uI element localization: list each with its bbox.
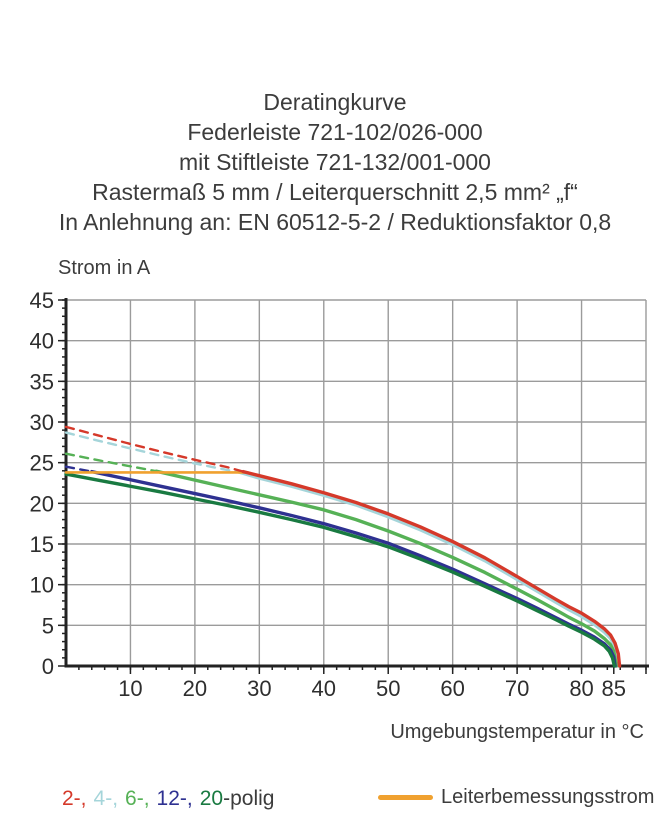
legend-poles-suffix: -polig (223, 787, 275, 810)
rated-current-label: Leiterbemessungsstrom (441, 786, 655, 808)
derating-chart: 10 20 30 40 50 60 70 80 85 0 5 10 15 20 25 30 35 40 45 (30, 288, 649, 701)
svg-text:10: 10 (30, 573, 54, 598)
svg-text:45: 45 (30, 288, 54, 313)
rated-current-line-swatch (378, 795, 433, 800)
svg-text:30: 30 (30, 410, 54, 435)
legend-pole-6: 6-, (125, 787, 150, 810)
svg-text:20: 20 (30, 491, 54, 516)
svg-text:40: 40 (312, 676, 336, 701)
curve-6-polig (64, 452, 619, 668)
legend-pole-4: 4-, (93, 787, 119, 810)
x-tick-labels: 10 20 30 40 50 60 70 80 85 (118, 676, 626, 701)
svg-text:35: 35 (30, 369, 54, 394)
svg-text:30: 30 (247, 676, 271, 701)
svg-text:50: 50 (376, 676, 400, 701)
legend-poles: 2-, 4-, 6-, 12-, 20-polig (62, 787, 274, 811)
y-axis-title: Strom in A (58, 257, 151, 279)
grid (66, 299, 647, 666)
curve-2-polig (64, 425, 622, 668)
legend-pole-2: 2-, (62, 787, 87, 810)
title-line-1: Deratingkurve (263, 89, 407, 115)
x-axis-title: Umgebungstemperatur in °C (390, 721, 644, 743)
title-line-2: Federleiste 721-102/026-000 (187, 119, 483, 145)
title-line-4: Rastermaß 5 mm / Leiterquerschnitt 2,5 m… (92, 179, 578, 205)
svg-text:25: 25 (30, 451, 54, 476)
svg-text:85: 85 (602, 676, 626, 701)
curve-20-polig (64, 472, 617, 668)
svg-text:40: 40 (30, 329, 54, 354)
svg-text:60: 60 (440, 676, 464, 701)
svg-text:5: 5 (42, 613, 54, 638)
y-tick-labels: 0 5 10 15 20 25 30 35 40 45 (30, 288, 54, 679)
legend-pole-20: 20 (199, 787, 224, 810)
svg-text:20: 20 (183, 676, 207, 701)
svg-text:15: 15 (30, 532, 54, 557)
svg-text:0: 0 (42, 654, 54, 679)
curve-4-polig (64, 431, 620, 668)
chart-title-block: Deratingkurve Federleiste 721-102/026-00… (0, 87, 670, 237)
legend-pole-12: 12-, (156, 787, 193, 810)
title-line-3: mit Stiftleiste 721-132/001-000 (179, 149, 491, 175)
svg-text:70: 70 (505, 676, 529, 701)
svg-text:10: 10 (118, 676, 142, 701)
svg-text:80: 80 (569, 676, 593, 701)
title-line-5: In Anlehnung an: EN 60512-5-2 / Reduktio… (58, 209, 612, 235)
